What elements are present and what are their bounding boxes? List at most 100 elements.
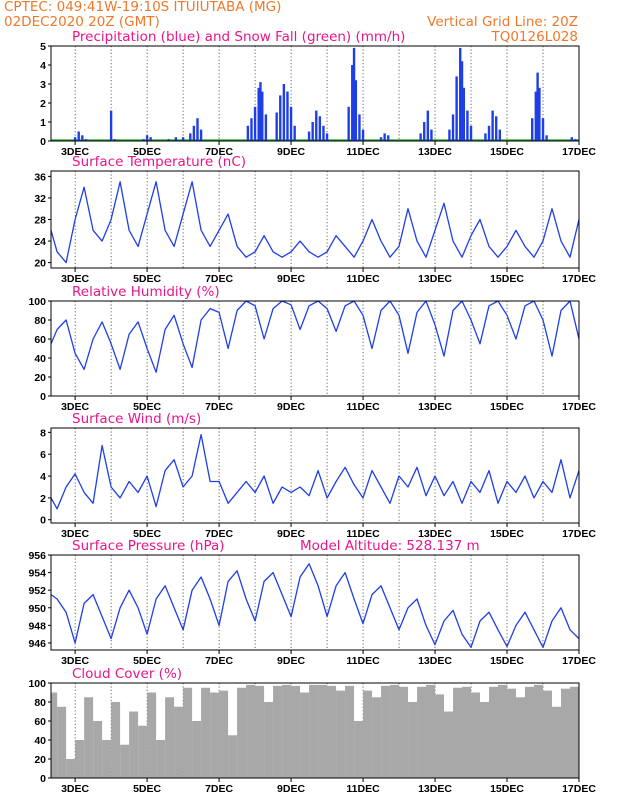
pressure-xtick-label: 7DEC xyxy=(205,655,233,667)
precipitation-bar xyxy=(77,131,80,141)
temperature-ytick-label: 36 xyxy=(34,171,46,183)
humidity-xtick-label: 13DEC xyxy=(418,401,452,413)
wind-xtick-label: 7DEC xyxy=(205,528,233,540)
precipitation-bar xyxy=(253,106,257,141)
precipitation-bar xyxy=(570,137,574,141)
cloud-cover-bar xyxy=(111,702,121,778)
cloud-cover-bar xyxy=(381,685,391,778)
cloud-cover-bar xyxy=(228,735,238,778)
pressure-xtick-label: 15DEC xyxy=(490,655,524,667)
temperature-data xyxy=(51,181,579,264)
precipitation-bar xyxy=(286,91,289,141)
cloud-ytick-label: 100 xyxy=(28,678,46,690)
cloud-cover-bar xyxy=(417,686,427,778)
precipitation-bar xyxy=(199,129,203,141)
cloud-cover-bar xyxy=(435,694,445,778)
cloud-cover-bar xyxy=(75,740,85,778)
precipitation-bar xyxy=(347,106,350,141)
pressure-xtick-label: 9DEC xyxy=(277,655,305,667)
cloud-cover-bar xyxy=(336,690,346,778)
precipitation-title: Precipitation (blue) and Snow Fall (gree… xyxy=(72,29,405,45)
precipitation-bar xyxy=(113,139,116,141)
precipitation-bar xyxy=(498,129,502,141)
cloud-cover-bar xyxy=(561,688,571,778)
precipitation-bar xyxy=(460,61,464,141)
cloud-title: Cloud Cover (%) xyxy=(72,666,182,682)
precipitation-bar xyxy=(469,125,473,141)
precipitation-bar xyxy=(351,65,354,141)
precipitation-xtick-label: 7DEC xyxy=(205,146,233,158)
precipitation-ytick-label: 1 xyxy=(40,117,46,129)
cloud-cover-bar xyxy=(327,685,337,778)
wind-xtick-label: 11DEC xyxy=(346,528,380,540)
precipitation-bar xyxy=(462,87,466,141)
precipitation-bar xyxy=(275,112,278,141)
precipitation-bar xyxy=(358,114,361,141)
precipitation-bar xyxy=(246,125,250,141)
cloud-cover-bar xyxy=(399,686,409,778)
humidity-title: Relative Humidity (%) xyxy=(72,284,220,300)
precipitation-xtick-label: 5DEC xyxy=(133,146,161,158)
cloud-cover-bar xyxy=(273,685,283,778)
header: CPTEC: 049:41W-19:10S ITUIUTABA (MG) 02D… xyxy=(4,0,578,45)
wind-line xyxy=(51,433,579,510)
cloud-cover-bar xyxy=(453,687,463,778)
precipitation-bar xyxy=(419,133,422,141)
cloud-xtick-label: 7DEC xyxy=(205,783,233,795)
cloud-cover-bar xyxy=(534,684,544,778)
precipitation-bar xyxy=(315,110,318,141)
precipitation-bar xyxy=(455,76,458,141)
pressure-ytick-label: 952 xyxy=(28,585,46,597)
cloud-cover-bar xyxy=(255,685,265,778)
temperature-xtick-label: 13DEC xyxy=(418,273,452,285)
precipitation-xtick-label: 3DEC xyxy=(61,146,89,158)
cloud-cover-bar xyxy=(291,685,301,778)
cloud-cover-bar xyxy=(183,687,193,778)
cloud-xtick-label: 3DEC xyxy=(61,783,89,795)
cloud-cover-bar xyxy=(300,692,310,778)
cloud-cover-bar xyxy=(219,690,229,778)
wind-ytick-label: 2 xyxy=(40,493,46,505)
cloud-panel: Cloud Cover (%) 0 20 40 60 80 100 3DEC 5DEC 7DEC 9… xyxy=(28,666,596,795)
precipitation-bar xyxy=(149,137,152,141)
precipitation-bar xyxy=(289,106,293,141)
cloud-ytick-label: 60 xyxy=(34,716,46,728)
precipitation-bar xyxy=(318,116,322,141)
precipitation-bar xyxy=(189,133,192,141)
wind-title: Surface Wind (m/s) xyxy=(72,411,201,427)
precipitation-bar xyxy=(322,125,325,141)
precipitation-bar xyxy=(311,122,314,141)
wind-xtick-label: 3DEC xyxy=(61,528,89,540)
humidity-line xyxy=(51,301,579,373)
pressure-ytick-label: 948 xyxy=(28,620,46,632)
precipitation-ytick-label: 3 xyxy=(40,79,46,91)
pressure-xtick-label: 5DEC xyxy=(133,655,161,667)
precipitation-bar xyxy=(142,139,145,141)
pressure-xtick-label: 3DEC xyxy=(61,655,89,667)
humidity-ytick-label: 60 xyxy=(34,334,46,346)
temperature-xtick-label: 5DEC xyxy=(133,273,161,285)
precipitation-bar xyxy=(383,133,386,141)
precipitation-bar xyxy=(352,47,356,141)
humidity-xtick-label: 15DEC xyxy=(490,401,524,413)
precipitation-frame xyxy=(50,45,580,142)
cloud-cover-bar xyxy=(174,706,184,778)
pressure-title: Surface Pressure (hPa) xyxy=(72,538,225,554)
precipitation-bar xyxy=(531,118,534,141)
precipitation-bar xyxy=(174,137,178,141)
cloud-cover-bar xyxy=(489,686,499,778)
temperature-panel: Surface Temperature (nC) 20 24 28 32 36 3DEC 5D… xyxy=(34,154,596,285)
wind-data xyxy=(51,433,579,510)
header-grid-line: Vertical Grid Line: 20Z xyxy=(427,14,578,30)
precipitation-bar xyxy=(307,131,311,141)
cloud-cover-bar xyxy=(138,725,148,778)
pressure-data xyxy=(51,563,579,649)
cloud-cover-bar xyxy=(309,684,319,778)
precipitation-bar xyxy=(167,139,170,141)
precipitation-bar xyxy=(181,137,185,141)
cloud-cover-bar xyxy=(444,711,454,778)
cloud-cover-bar xyxy=(192,721,202,778)
wind-xtick-label: 9DEC xyxy=(277,528,305,540)
cloud-cover-bar xyxy=(246,684,256,778)
pressure-xtick-label: 17DEC xyxy=(562,655,596,667)
